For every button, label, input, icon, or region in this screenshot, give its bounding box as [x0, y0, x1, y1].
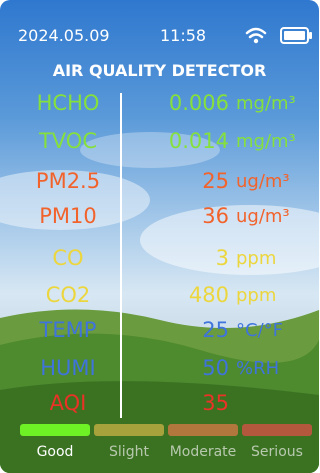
reading-unit: mg/m³ — [236, 91, 296, 117]
reading-label: HCHO — [8, 90, 128, 116]
reading-label: PM10 — [8, 203, 128, 229]
reading-unit: ppm — [236, 283, 276, 309]
reading-label: CO — [8, 245, 128, 271]
reading-value: 25 — [202, 168, 229, 194]
reading-unit: %RH — [236, 356, 279, 382]
reading-value: 0.014 — [169, 128, 229, 154]
time: 11:58 — [160, 26, 206, 45]
legend-bar — [242, 424, 312, 436]
reading-unit: ppm — [236, 246, 276, 272]
reading-value: 50 — [202, 355, 229, 381]
legend-bar — [168, 424, 238, 436]
legend-label: Serious — [238, 444, 316, 460]
reading-value: 480 — [189, 282, 229, 308]
legend-bar — [20, 424, 90, 436]
reading-value: 3 — [216, 245, 229, 271]
reading-label: HUMI — [8, 355, 128, 381]
reading-label: CO2 — [8, 282, 128, 308]
legend-label: Moderate — [164, 444, 242, 460]
reading-label: AQI — [8, 390, 128, 416]
date: 2024.05.09 — [18, 26, 110, 45]
legend-bar — [94, 424, 164, 436]
reading-unit: mg/m³ — [236, 129, 296, 155]
reading-label: PM2.5 — [8, 168, 128, 194]
screen: 2024.05.09 11:58 AIR QUALITY DETECTOR HC… — [0, 0, 319, 473]
reading-unit: °C/°F — [236, 318, 283, 344]
reading-value: 35 — [202, 390, 229, 416]
title: AIR QUALITY DETECTOR — [0, 61, 319, 80]
reading-value: 25 — [202, 317, 229, 343]
reading-unit: ug/m³ — [236, 169, 290, 195]
reading-label: TVOC — [8, 128, 128, 154]
legend-label: Good — [16, 444, 94, 460]
reading-value: 0.006 — [169, 90, 229, 116]
reading-value: 36 — [202, 203, 229, 229]
reading-unit: ug/m³ — [236, 204, 290, 230]
legend-label: Slight — [90, 444, 168, 460]
reading-label: TEMP — [8, 317, 128, 343]
